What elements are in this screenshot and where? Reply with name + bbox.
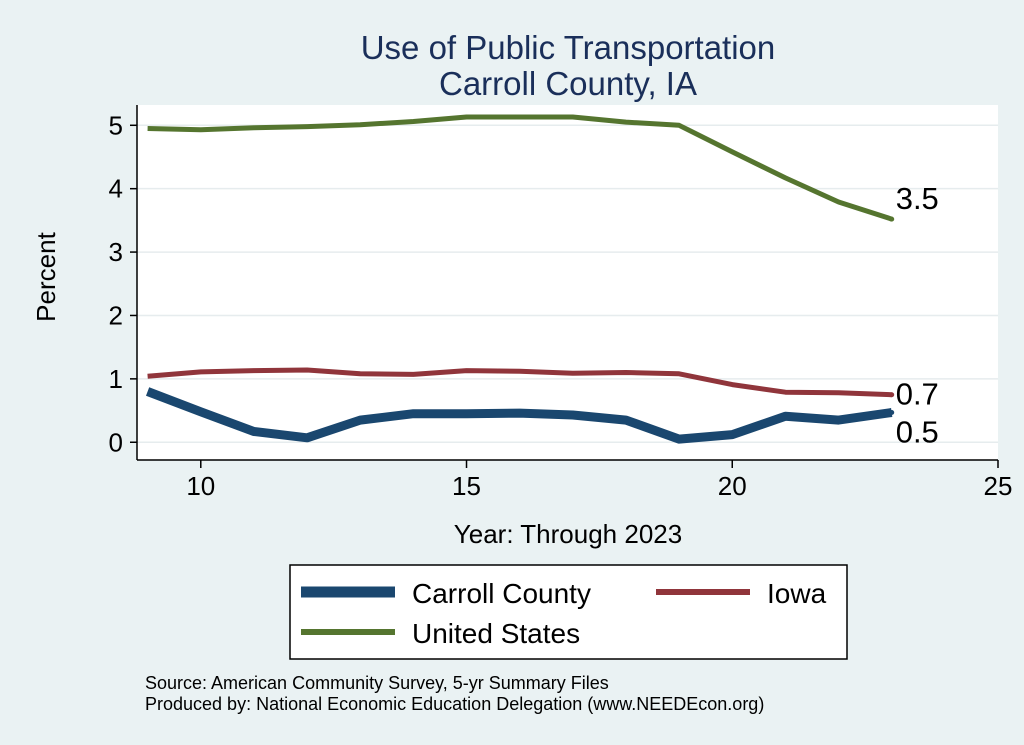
- end-label-iowa: 0.7: [896, 377, 939, 412]
- y-tick-label-4: 4: [109, 174, 123, 204]
- axes: 0 1 2 3 4 5 10 15 20 25: [109, 105, 1013, 501]
- end-label-united-states: 3.5: [896, 181, 939, 216]
- end-labels: 3.5 0.70.5: [896, 181, 939, 449]
- legend-label-iowa: Iowa: [767, 578, 827, 609]
- end-marker-iowa: [889, 392, 895, 398]
- x-tick-label-15: 15: [452, 471, 481, 501]
- y-tick-label-5: 5: [109, 110, 123, 140]
- legend-box: [289, 564, 848, 660]
- end-marker-carroll-county: [889, 409, 895, 415]
- source-note: Source: American Community Survey, 5-yr …: [145, 673, 609, 693]
- y-tick-label-2: 2: [109, 300, 123, 330]
- producer-note: Produced by: National Economic Education…: [145, 694, 764, 714]
- end-marker-united-states: [889, 216, 895, 222]
- chart-subtitle: Carroll County, IA: [439, 65, 697, 102]
- end-label-carroll-county: 0.5: [896, 414, 939, 449]
- x-tick-label-10: 10: [186, 471, 215, 501]
- plot-area: [137, 105, 998, 460]
- y-tick-label-1: 1: [109, 364, 123, 394]
- x-tick-label-20: 20: [718, 471, 747, 501]
- legend-label-carroll-county: Carroll County: [412, 578, 591, 609]
- x-tick-label-25: 25: [984, 471, 1013, 501]
- legend-label-united-states: United States: [412, 618, 580, 649]
- series-line-carroll-county: [145, 387, 893, 444]
- chart-title: Use of Public Transportation: [361, 29, 776, 66]
- legend: Carroll County Iowa United States: [289, 564, 848, 660]
- series-line-iowa: [147, 367, 892, 398]
- x-axis-label: Year: Through 2023: [454, 519, 682, 549]
- series-line-united-states: [147, 114, 893, 222]
- y-tick-label-3: 3: [109, 237, 123, 267]
- y-axis-label: Percent: [31, 231, 61, 321]
- series-lines: [145, 114, 895, 444]
- y-tick-label-0: 0: [109, 427, 123, 457]
